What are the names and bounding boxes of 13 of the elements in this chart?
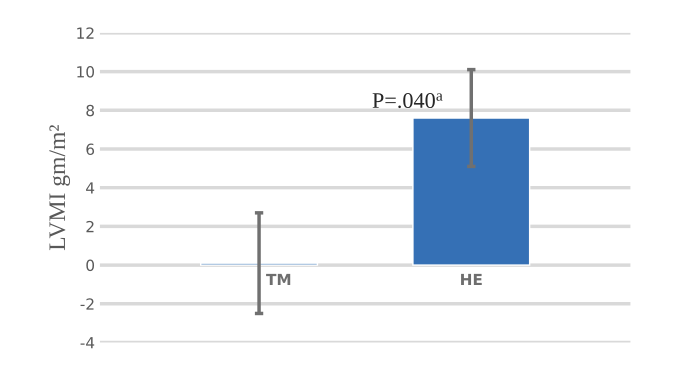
y-tick-label: 2 xyxy=(86,220,94,232)
y-tick-label: 8 xyxy=(86,104,94,116)
y-tick-label: 4 xyxy=(86,182,94,194)
y-tick-label: 0 xyxy=(86,260,94,272)
x-tick-label: TM xyxy=(266,274,290,286)
y-axis-title: LVMI gm/m² xyxy=(49,125,70,250)
x-tick-label: HE xyxy=(461,274,482,286)
y-tick-label: -2 xyxy=(80,298,94,310)
y-tick-label: -4 xyxy=(80,337,94,348)
y-tick-label: 10 xyxy=(77,66,94,78)
y-tick-label: 6 xyxy=(86,143,94,156)
y-tick-label: 12 xyxy=(77,27,94,39)
annotation: P=.040$^{a}$ xyxy=(372,93,443,108)
